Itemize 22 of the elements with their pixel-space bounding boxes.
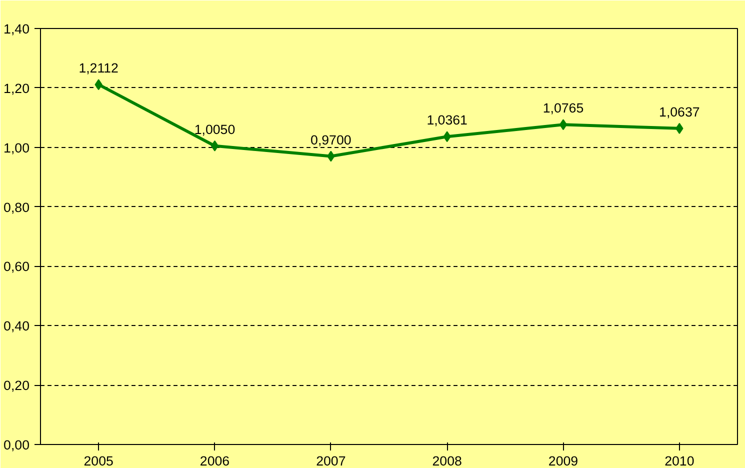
y-tick-label: 1,40 bbox=[4, 22, 30, 36]
text: 1,2112 bbox=[78, 60, 118, 76]
point bbox=[559, 119, 568, 130]
text: 1,0765 bbox=[542, 100, 584, 116]
text: 1,0050 bbox=[194, 122, 236, 137]
x-tick-label: 2009 bbox=[548, 454, 578, 468]
y-tick-label: 1,00 bbox=[4, 140, 30, 156]
point bbox=[210, 140, 219, 152]
y-tick-label: 0,40 bbox=[4, 318, 30, 334]
y-tick-label: 0,60 bbox=[4, 259, 30, 274]
y-tick-label: 0,20 bbox=[4, 378, 30, 394]
text: 1,0637 bbox=[659, 104, 700, 120]
x-tick-label: 2005 bbox=[84, 454, 114, 468]
x-tick-label: 2007 bbox=[316, 454, 346, 468]
text: 0,9700 bbox=[310, 132, 352, 148]
y-tick-label: 0,80 bbox=[4, 200, 30, 215]
x-tick-label: 2008 bbox=[432, 454, 462, 468]
x-tick-label: 2010 bbox=[664, 454, 694, 468]
y-tick-label: 0,00 bbox=[4, 438, 30, 452]
text: 1,0361 bbox=[426, 112, 468, 128]
y-tick-label: 1,20 bbox=[4, 80, 30, 96]
x-tick-label: 2006 bbox=[200, 454, 230, 468]
